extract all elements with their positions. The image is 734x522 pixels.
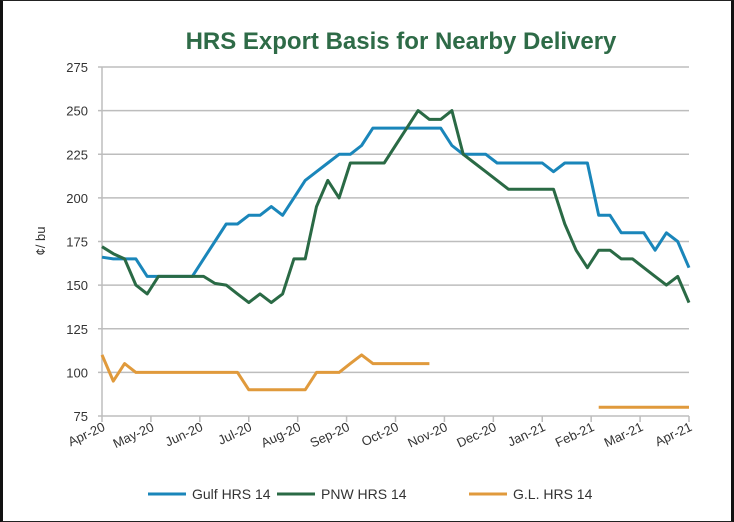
y-tick-label: 125 — [66, 322, 88, 337]
x-tick-label: Aug-20 — [259, 419, 303, 450]
x-tick-label: Feb-21 — [553, 419, 597, 450]
x-tick-label: Jul-20 — [216, 419, 254, 448]
line-chart: HRS Export Basis for Nearby Delivery ¢/ … — [33, 28, 695, 502]
x-tick-label: Mar-21 — [602, 419, 646, 450]
series-line-pnw-hrs-14 — [101, 109, 691, 305]
y-tick-label: 200 — [66, 191, 88, 206]
x-tick-label: Dec-20 — [454, 419, 498, 450]
x-tick-label: May-20 — [111, 419, 157, 451]
y-tick-label: 250 — [66, 104, 88, 119]
y-tick-label: 75 — [74, 409, 88, 424]
legend-label: G.L. HRS 14 — [513, 486, 593, 502]
chart-title: HRS Export Basis for Nearby Delivery — [186, 28, 617, 55]
x-tick-label: Jun-20 — [163, 419, 205, 449]
legend-label: Gulf HRS 14 — [192, 486, 271, 502]
series-line-g-l-hrs-14 — [100, 353, 689, 409]
y-tick-label: 175 — [66, 235, 88, 250]
y-tick-label: 100 — [66, 365, 88, 380]
x-tick-label: Jan-21 — [505, 419, 547, 449]
x-tick-label: Nov-20 — [405, 419, 449, 450]
series-line-gulf-hrs-14 — [101, 126, 691, 278]
y-tick-label: 225 — [66, 147, 88, 162]
y-tick-label: 275 — [66, 60, 88, 75]
x-tick-label: Apr-21 — [653, 419, 695, 449]
x-tick-label: Sep-20 — [308, 419, 352, 450]
y-tick-label: 150 — [66, 278, 88, 293]
x-tick-label: Oct-20 — [359, 419, 401, 449]
legend-label: PNW HRS 14 — [321, 486, 407, 502]
y-axis-label: ¢/ bu — [33, 227, 48, 256]
